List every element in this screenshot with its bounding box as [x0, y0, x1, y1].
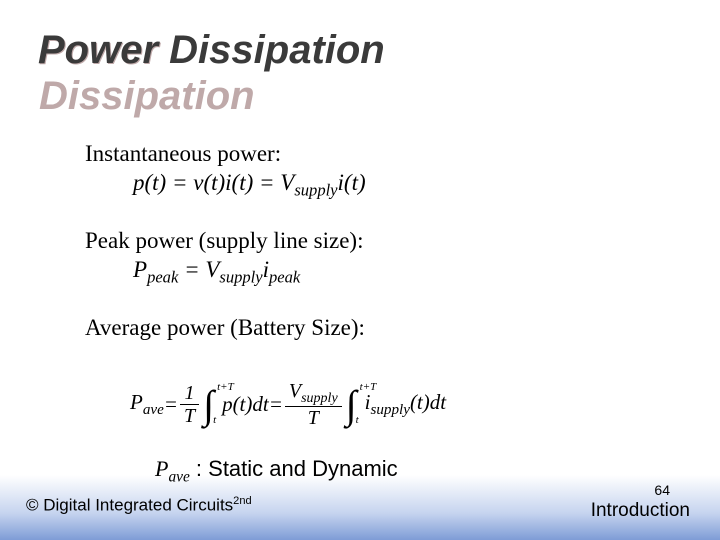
f-ll1: t — [213, 416, 216, 425]
f-T1: T — [180, 405, 199, 427]
peak-P: P — [133, 257, 147, 282]
f-Vsub: supply — [301, 391, 338, 406]
copyright-text: © Digital Integrated Circuits — [26, 496, 233, 515]
average-formula: Pave = 1 T ∫ t+T t p(t)dt = Vsupply T ∫ … — [130, 380, 610, 429]
pave-note: Pave : Static and Dynamic — [155, 456, 398, 486]
content-area: Instantaneous power: p(t) = v(t)i(t) = V… — [85, 140, 660, 369]
f-pt: p(t)dt — [222, 392, 269, 417]
footer-right: 64 Introduction — [591, 482, 690, 522]
f-isub: supply — [370, 402, 409, 418]
average-block: Average power (Battery Size): — [85, 314, 660, 343]
f-eq2: = — [269, 392, 283, 417]
f-ul2: t+T — [360, 383, 377, 392]
pave-rest: : Static and Dynamic — [190, 456, 398, 481]
eq-p: p — [133, 170, 145, 195]
integral-2-icon: ∫ t+T t — [346, 389, 357, 421]
instantaneous-label: Instantaneous power: — [85, 140, 660, 169]
title-text: Power Dissipation — [38, 28, 385, 72]
f-tdt: (t)dt — [410, 390, 446, 414]
peak-sub1: peak — [147, 267, 178, 286]
f-V: V — [289, 380, 301, 402]
slide-title: Power Dissipation Power Dissipation — [38, 28, 385, 73]
f-ave: ave — [143, 402, 164, 418]
peak-label: Peak power (supply line size): — [85, 227, 660, 256]
slide: Power Dissipation Power Dissipation Inst… — [0, 0, 720, 540]
integral-1-icon: ∫ t+T t — [203, 389, 214, 421]
f-ll2: t — [356, 416, 359, 425]
peak-block: Peak power (supply line size): Ppeak = V… — [85, 227, 660, 288]
f-frac2: Vsupply T — [285, 380, 342, 429]
peak-mid: = V — [178, 257, 219, 282]
f-one: 1 — [180, 382, 199, 405]
instantaneous-block: Instantaneous power: p(t) = v(t)i(t) = V… — [85, 140, 660, 201]
eq-post1: i(t) — [338, 170, 366, 195]
f-T2: T — [285, 407, 342, 429]
section-name: Introduction — [591, 500, 690, 521]
pave-P: P — [155, 456, 168, 481]
average-label: Average power (Battery Size): — [85, 314, 660, 343]
f-ul1: t+T — [217, 383, 234, 392]
f-frac1: 1 T — [180, 382, 199, 427]
eq-body1: (t) = v(t)i(t) = V — [145, 170, 295, 195]
f-eq1: = — [164, 392, 178, 417]
pave-sub: ave — [168, 468, 189, 485]
f-P: P — [130, 390, 143, 414]
edition-text: 2nd — [233, 495, 251, 507]
page-number: 64 — [591, 482, 690, 498]
peak-eq: Ppeak = Vsupplyipeak — [85, 256, 660, 288]
eq-supply-sub: supply — [294, 180, 337, 199]
footer-copyright: © Digital Integrated Circuits2nd — [26, 495, 252, 516]
instantaneous-eq: p(t) = v(t)i(t) = Vsupplyi(t) — [85, 169, 660, 201]
peak-supply: supply — [219, 267, 262, 286]
peak-sub2: peak — [269, 267, 300, 286]
